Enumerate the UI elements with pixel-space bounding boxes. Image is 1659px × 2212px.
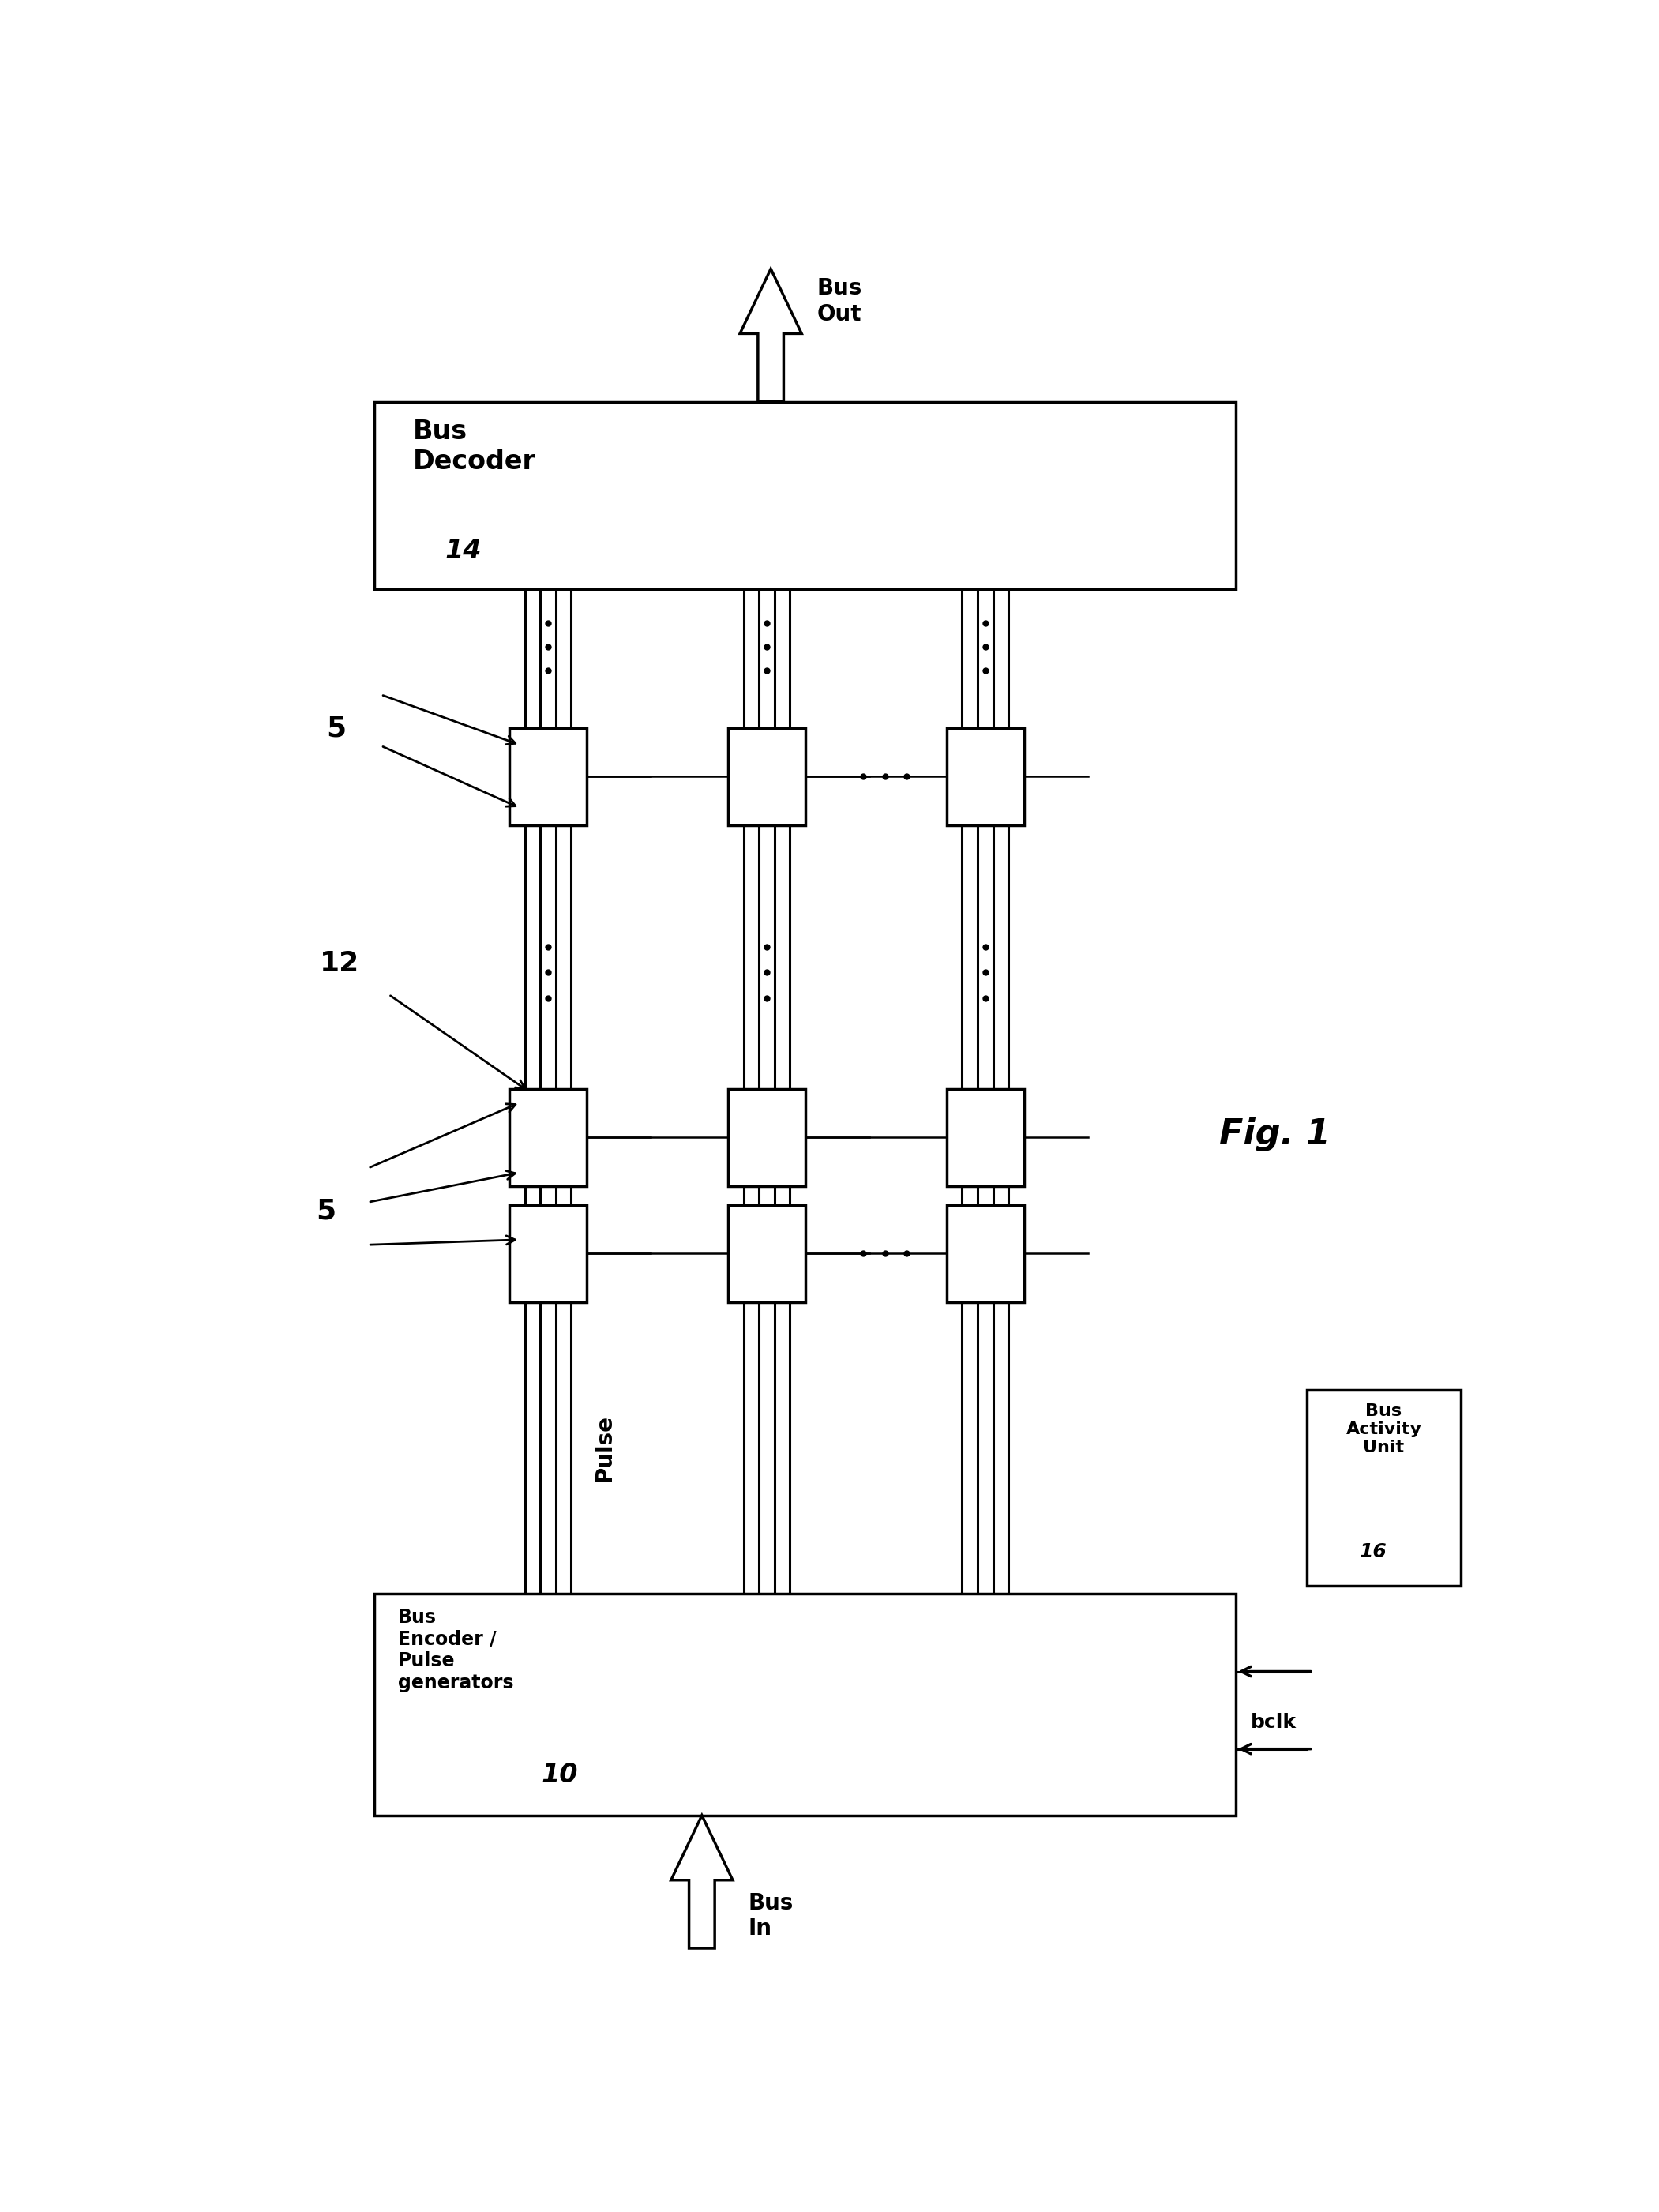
- Text: bclk: bclk: [1251, 1712, 1296, 1732]
- Bar: [947, 728, 1024, 825]
- Text: 10: 10: [541, 1763, 579, 1787]
- Bar: [509, 1088, 587, 1186]
- Bar: [728, 1088, 805, 1186]
- Bar: [728, 1206, 805, 1303]
- Text: Pulse: Pulse: [594, 1413, 615, 1482]
- Bar: [509, 1206, 587, 1303]
- Bar: [1307, 1389, 1462, 1586]
- Bar: [375, 403, 1236, 588]
- Text: Bus
Out: Bus Out: [818, 276, 863, 325]
- Text: 12: 12: [320, 951, 360, 978]
- Text: 16: 16: [1360, 1542, 1387, 1562]
- Text: Bus
Activity
Unit: Bus Activity Unit: [1345, 1402, 1422, 1455]
- Bar: [947, 1206, 1024, 1303]
- Text: 14: 14: [445, 538, 483, 564]
- Text: Bus
Decoder: Bus Decoder: [413, 418, 536, 476]
- Text: Bus
In: Bus In: [748, 1891, 793, 1940]
- Polygon shape: [740, 270, 801, 403]
- Bar: [375, 1595, 1236, 1816]
- Polygon shape: [670, 1816, 733, 1949]
- Text: Bus
Encoder /
Pulse
generators: Bus Encoder / Pulse generators: [398, 1608, 513, 1692]
- Bar: [509, 728, 587, 825]
- Bar: [728, 728, 805, 825]
- Text: 5: 5: [315, 1197, 335, 1223]
- Text: Fig. 1: Fig. 1: [1219, 1117, 1331, 1150]
- Bar: [947, 1088, 1024, 1186]
- Text: 5: 5: [327, 714, 345, 743]
